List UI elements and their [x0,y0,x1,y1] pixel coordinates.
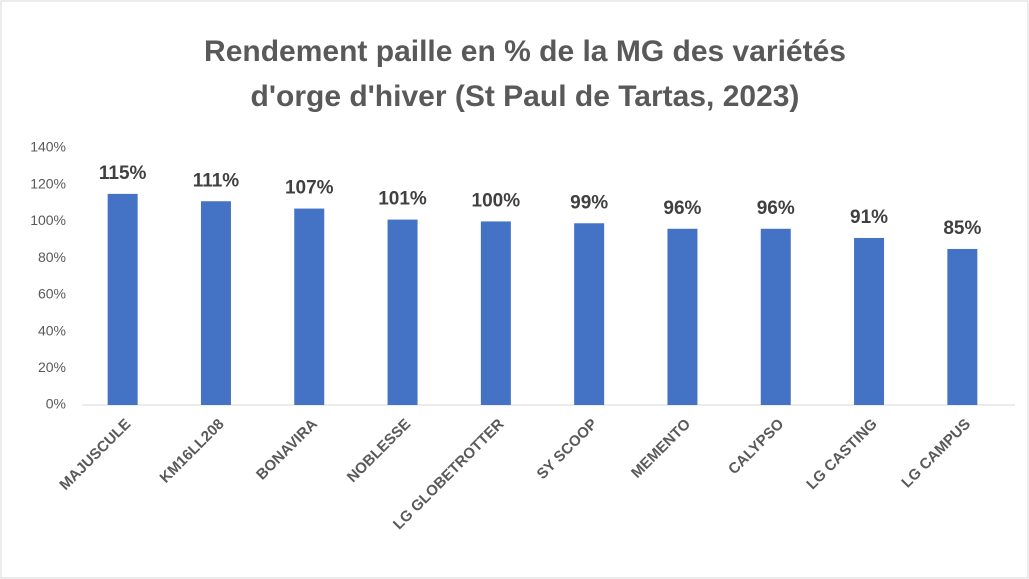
bar [480,221,511,405]
bar [294,208,325,405]
y-tick-label: 40% [38,322,66,338]
data-label: 101% [378,189,427,210]
y-tick-label: 120% [30,175,66,191]
data-label: 85% [943,218,981,239]
data-label: 115% [99,163,147,184]
chart-title: d'orge d'hiver (St Paul de Tartas, 2023) [251,80,800,113]
data-label: 99% [570,192,608,213]
data-label: 91% [850,207,888,228]
y-tick-label: 100% [30,212,66,228]
bar [200,201,231,405]
data-label: 111% [193,170,240,191]
chart-title: Rendement paille en % de la MG des varié… [204,35,846,68]
y-tick-label: 60% [38,286,66,302]
data-label: 96% [663,198,701,219]
bar [667,228,698,405]
bar [574,223,605,405]
y-tick-label: 80% [38,249,66,265]
data-label: 107% [285,178,334,199]
y-tick-label: 20% [38,359,66,375]
y-tick-label: 0% [46,396,66,412]
bar [107,193,138,405]
bar [854,237,885,405]
bar [760,228,791,405]
y-tick-label: 140% [30,139,66,155]
data-label: 100% [472,190,521,211]
bar [947,248,978,405]
bar [387,219,418,405]
data-label: 96% [757,198,795,219]
